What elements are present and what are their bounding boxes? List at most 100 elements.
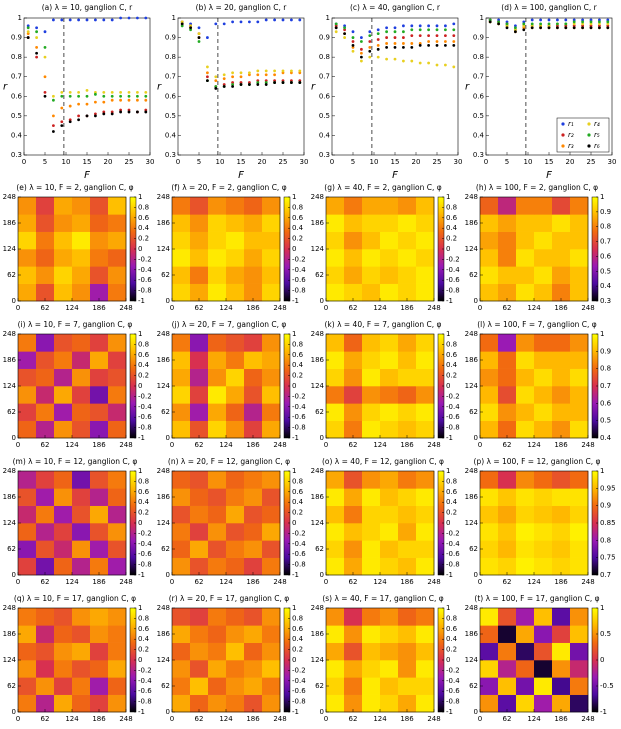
colorbar-tick-label: 0.8 <box>138 614 149 622</box>
heatmap-cell <box>262 540 281 558</box>
heatmap-cell <box>480 471 499 489</box>
data-point <box>402 59 405 63</box>
x-tick-label: 248 <box>273 715 286 723</box>
heatmap-cell <box>108 471 127 489</box>
x-tick-label: 62 <box>349 304 358 312</box>
data-point <box>427 24 430 28</box>
colorbar-tick-label: 1 <box>138 467 142 475</box>
colorbar-tick-label: -0.8 <box>138 698 152 706</box>
heatmap-cell <box>552 403 571 421</box>
heatmap-cell <box>36 608 55 626</box>
data-point <box>239 81 243 84</box>
data-point <box>427 28 430 32</box>
data-point <box>189 26 193 30</box>
heatmap-cell <box>516 625 535 643</box>
x-tick-label: 124 <box>527 578 541 586</box>
data-point <box>452 44 456 47</box>
heatmap-cell <box>570 197 589 215</box>
heatmap-cell <box>244 368 263 387</box>
heatmap-cell <box>172 608 191 626</box>
y-tick-label: 124 <box>465 245 479 253</box>
data-point <box>589 20 593 24</box>
heatmap-cell <box>172 557 191 576</box>
data-point <box>52 98 55 102</box>
y-tick-label: 0.5 <box>319 112 330 120</box>
heatmap-cell <box>190 660 209 678</box>
y-tick-label: 0.7 <box>165 73 176 81</box>
data-point <box>214 87 218 90</box>
heatmap-cell <box>90 334 109 352</box>
colorbar-tick-label: 1 <box>446 604 450 612</box>
heatmap-cell <box>534 660 553 678</box>
chart-title: (d) λ = 100, ganglion C, r <box>501 3 597 12</box>
data-point <box>281 81 285 84</box>
heatmap-cell <box>72 523 91 541</box>
data-point <box>77 90 80 94</box>
heatmap-cell <box>362 660 381 678</box>
y-tick-label: 248 <box>157 467 170 475</box>
heatmap-cell <box>480 334 499 352</box>
heatmap-cell <box>516 283 535 302</box>
x-axis-label: F <box>238 170 244 181</box>
data-point <box>298 69 302 73</box>
data-point <box>110 90 114 94</box>
data-point <box>290 18 293 22</box>
heatmap-cell <box>108 677 127 695</box>
x-tick-label: 186 <box>92 304 106 312</box>
heatmap-cell <box>90 660 109 678</box>
heatmap-cell <box>516 351 535 369</box>
heatmap-cell <box>108 266 127 284</box>
heatmap-cell <box>552 471 571 489</box>
data-point <box>514 28 517 32</box>
data-point <box>376 55 380 59</box>
x-tick-label: 62 <box>503 304 512 312</box>
data-point <box>77 114 80 118</box>
y-tick-label: 0.6 <box>165 92 177 100</box>
data-point <box>52 94 55 98</box>
data-point <box>539 22 542 26</box>
chart-title: (m) λ = 10, F = 12, ganglion C, φ <box>13 457 138 466</box>
data-point <box>26 30 30 34</box>
heatmap-cell <box>344 694 363 713</box>
data-point <box>351 49 355 53</box>
heatmap-cell <box>90 368 109 387</box>
heatmap-cell <box>398 540 417 558</box>
y-tick-label: 1 <box>480 14 484 22</box>
colorbar <box>591 196 599 302</box>
heatmap-cell <box>36 471 55 489</box>
y-tick-label: 248 <box>3 330 16 338</box>
data-point <box>360 40 363 43</box>
colorbar-tick-label: 0.8 <box>292 614 303 622</box>
colorbar-tick-label: 1 <box>292 330 296 338</box>
data-point <box>393 45 397 49</box>
heatmap-cell <box>18 540 37 558</box>
data-point <box>334 26 338 30</box>
colorbar-tick-label: 0.4 <box>292 498 304 506</box>
data-point <box>127 94 131 98</box>
data-point <box>418 44 422 47</box>
data-point <box>488 18 492 22</box>
data-point <box>264 79 268 83</box>
x-tick-label: 0 <box>478 578 482 586</box>
x-axis-label: F <box>546 170 552 181</box>
heatmap-cell <box>498 694 517 713</box>
colorbar-tick-label: -1 <box>138 434 145 442</box>
heatmap-cell <box>18 608 37 626</box>
heatmap-cell <box>208 403 227 421</box>
heatmap-cell <box>398 197 417 215</box>
heatmap-cell <box>534 386 553 404</box>
heatmap-cell <box>36 249 55 267</box>
data-point <box>572 22 576 26</box>
y-tick-label: 186 <box>465 356 479 364</box>
heatmap-cell <box>326 471 345 489</box>
heatmap-cell <box>54 197 73 215</box>
data-point <box>444 24 447 28</box>
heatmap-cell <box>326 351 345 369</box>
heatmap-cell <box>362 231 381 250</box>
y-axis-label: r <box>157 82 162 93</box>
heatmap-cell <box>226 249 245 267</box>
heatmap-cell <box>18 266 37 284</box>
heatmap-cell <box>480 694 499 713</box>
heatmap-cell <box>90 420 109 439</box>
heatmap-cell <box>480 249 499 267</box>
